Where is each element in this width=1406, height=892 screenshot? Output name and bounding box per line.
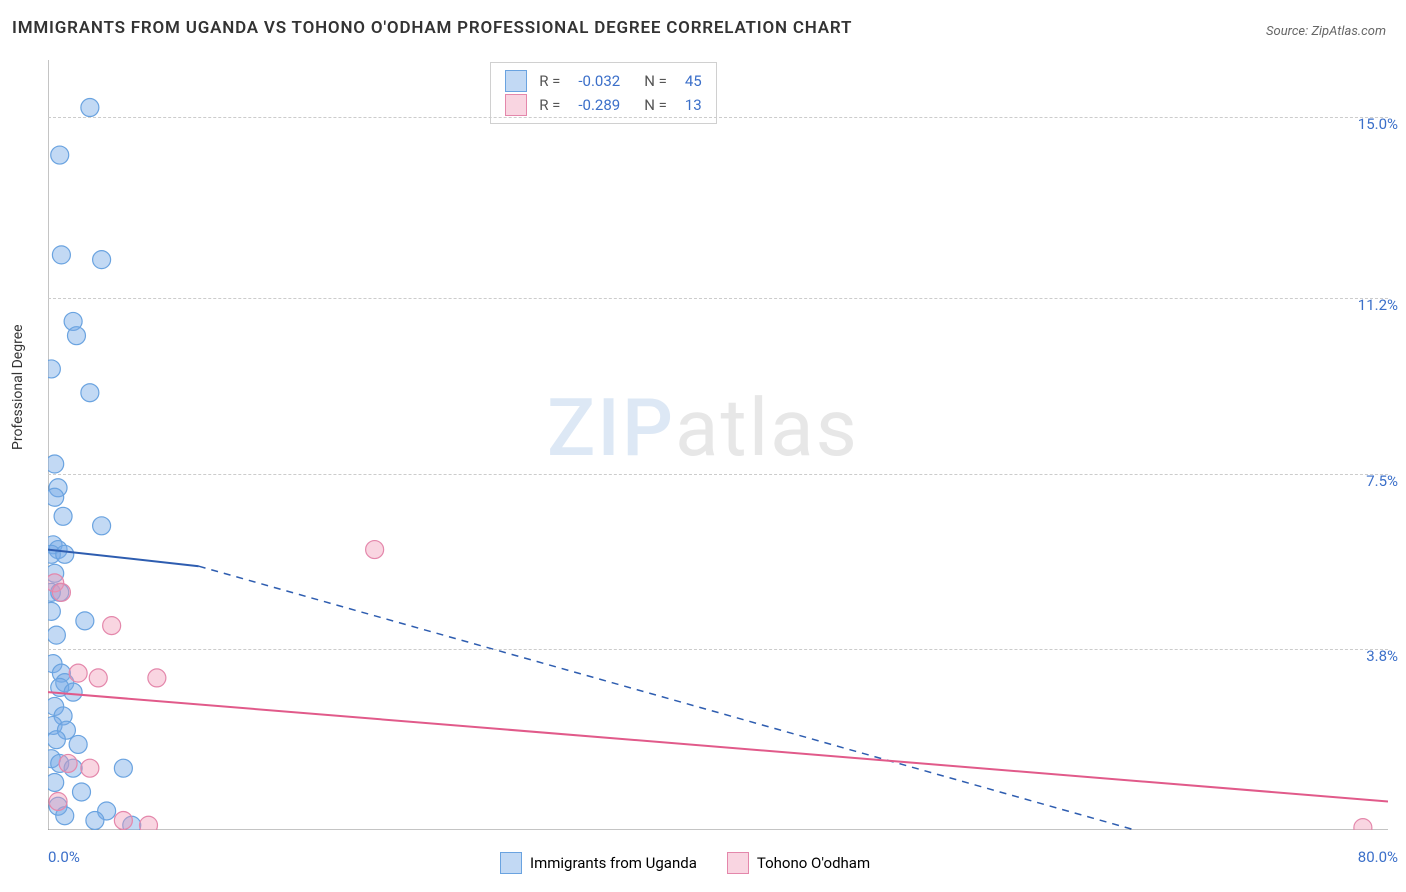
regression-line-extrapolated — [199, 566, 1388, 830]
gridline — [48, 298, 1388, 299]
regression-line — [48, 692, 1388, 801]
data-point — [89, 669, 107, 687]
data-point — [81, 759, 99, 777]
data-point — [86, 811, 104, 829]
data-point — [81, 384, 99, 402]
source-attribution: Source: ZipAtlas.com — [1266, 24, 1386, 39]
legend-swatch — [500, 852, 522, 874]
n-value: 13 — [679, 96, 702, 114]
legend-swatch — [505, 70, 527, 92]
gridline — [48, 649, 1388, 650]
data-point — [48, 626, 65, 644]
data-point — [59, 754, 77, 772]
gridline — [48, 474, 1388, 475]
data-point — [49, 792, 67, 810]
source-label: Source: — [1266, 24, 1308, 39]
data-point — [67, 327, 85, 345]
data-point — [140, 816, 158, 830]
data-point — [114, 759, 132, 777]
data-point — [52, 246, 70, 264]
data-point — [52, 583, 70, 601]
data-point — [93, 517, 111, 535]
data-point — [76, 612, 94, 630]
data-point — [93, 251, 111, 269]
legend-row: R = -0.289 N = 13 — [505, 93, 702, 117]
data-point — [73, 783, 91, 801]
data-point — [51, 146, 69, 164]
series-legend: Immigrants from Uganda Tohono O'odham — [500, 852, 870, 874]
n-label: N = — [632, 72, 667, 90]
r-value: -0.289 — [572, 96, 620, 114]
data-point — [114, 811, 132, 829]
legend-label: Immigrants from Uganda — [530, 854, 697, 872]
data-point — [48, 602, 60, 620]
data-point — [69, 735, 87, 753]
source-value: ZipAtlas.com — [1311, 24, 1386, 39]
data-point — [48, 488, 64, 506]
data-point — [48, 360, 60, 378]
r-label: R = — [539, 72, 560, 90]
x-axis-max: 80.0% — [1358, 848, 1398, 866]
data-point — [103, 617, 121, 635]
data-point — [1354, 819, 1372, 830]
data-point — [366, 541, 384, 559]
legend-label: Tohono O'odham — [757, 854, 870, 872]
n-value: 45 — [679, 72, 702, 90]
n-label: N = — [632, 96, 667, 114]
data-point — [56, 545, 74, 563]
legend-item: Immigrants from Uganda — [500, 852, 697, 874]
data-point — [48, 455, 64, 473]
data-point — [54, 507, 72, 525]
correlation-legend: R = -0.032 N = 45 R = -0.289 N = 13 — [490, 62, 717, 124]
legend-swatch — [505, 94, 527, 116]
r-label: R = — [539, 96, 560, 114]
data-point — [48, 731, 65, 749]
data-point — [64, 683, 82, 701]
legend-row: R = -0.032 N = 45 — [505, 69, 702, 93]
data-point — [81, 99, 99, 117]
chart-title: IMMIGRANTS FROM UGANDA VS TOHONO O'ODHAM… — [12, 18, 852, 38]
data-point — [69, 664, 87, 682]
data-point — [148, 669, 166, 687]
legend-item: Tohono O'odham — [727, 852, 870, 874]
r-value: -0.032 — [572, 72, 620, 90]
legend-swatch — [727, 852, 749, 874]
scatter-chart — [48, 60, 1388, 830]
gridline — [48, 117, 1388, 118]
x-axis-min: 0.0% — [48, 848, 80, 866]
data-point — [48, 773, 64, 791]
y-axis-label: Professional Degree — [10, 324, 26, 450]
